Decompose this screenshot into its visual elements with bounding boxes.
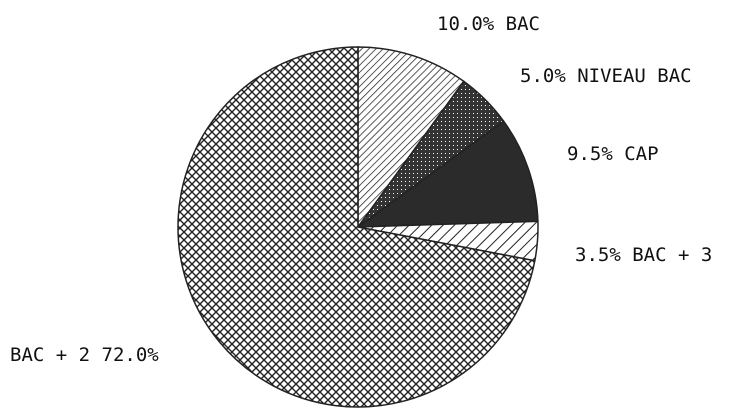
slice-label-cap: 9.5% CAP — [567, 143, 659, 165]
slice-label-bac-plus-2: BAC + 2 72.0% — [10, 344, 159, 366]
slice-bac-plus-2 — [177, 46, 536, 408]
slice-cap — [355, 120, 539, 228]
slice-label-niveau-bac: 5.0% NIVEAU BAC — [520, 65, 692, 87]
slice-label-bac: 10.0% BAC — [437, 13, 540, 35]
pie-slices — [177, 46, 539, 408]
slice-bac — [357, 46, 465, 230]
slice-label-bac-plus-3: 3.5% BAC + 3 — [575, 244, 712, 266]
